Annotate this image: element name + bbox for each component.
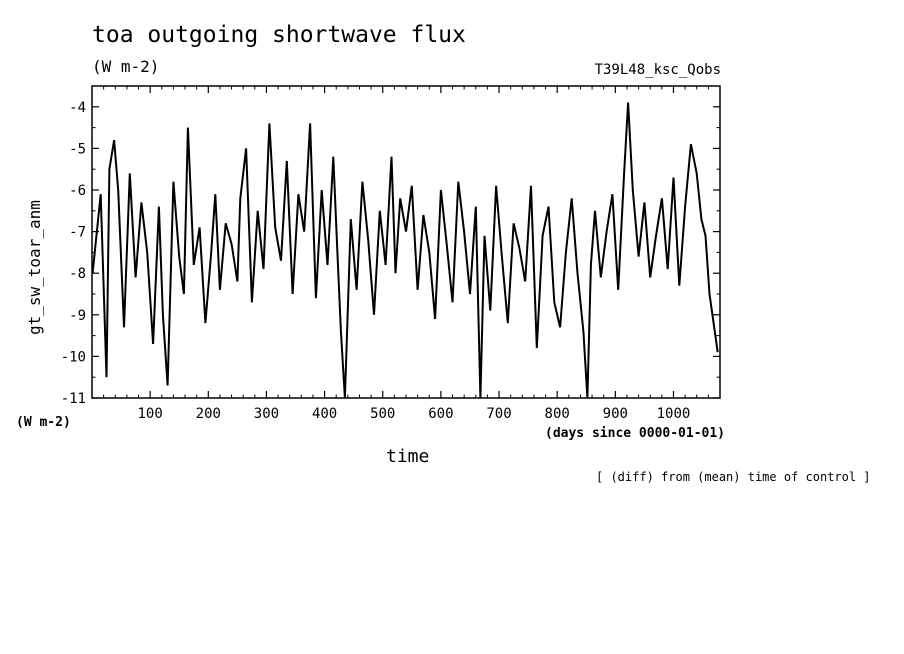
x-tick-label: 400 (312, 406, 337, 422)
x-tick-label: 900 (603, 406, 628, 422)
y-tick-label: -4 (69, 100, 86, 116)
y-tick-label: -8 (69, 266, 86, 282)
x-axis-units: (days since 0000-01-01) (545, 426, 726, 441)
x-tick-label: 700 (486, 406, 511, 422)
y-tick-label: -11 (61, 391, 86, 407)
chart-units: (W m-2) (92, 57, 160, 76)
y-tick-label: -10 (61, 349, 86, 365)
comparison-note: [ (diff) from (mean) time of control ] (596, 470, 871, 484)
x-tick-label: 500 (370, 406, 395, 422)
y-tick-label: -6 (69, 183, 86, 199)
x-tick-label: 200 (196, 406, 221, 422)
y-tick-label: -7 (69, 225, 86, 241)
run-name: T39L48_ksc_Qobs (594, 62, 721, 78)
x-tick-label: 300 (254, 406, 279, 422)
x-tick-label: 600 (428, 406, 453, 422)
series-line-0 (91, 102, 719, 399)
x-tick-label: 800 (545, 406, 570, 422)
y-axis-units: (W m-2) (16, 415, 71, 430)
x-axis-label: time (386, 446, 430, 467)
x-tick-label: 100 (137, 406, 162, 422)
y-tick-label: -5 (69, 141, 86, 157)
x-tick-label: 1000 (657, 406, 691, 422)
chart-title: toa outgoing shortwave flux (92, 22, 466, 48)
y-tick-label: -9 (69, 308, 86, 324)
